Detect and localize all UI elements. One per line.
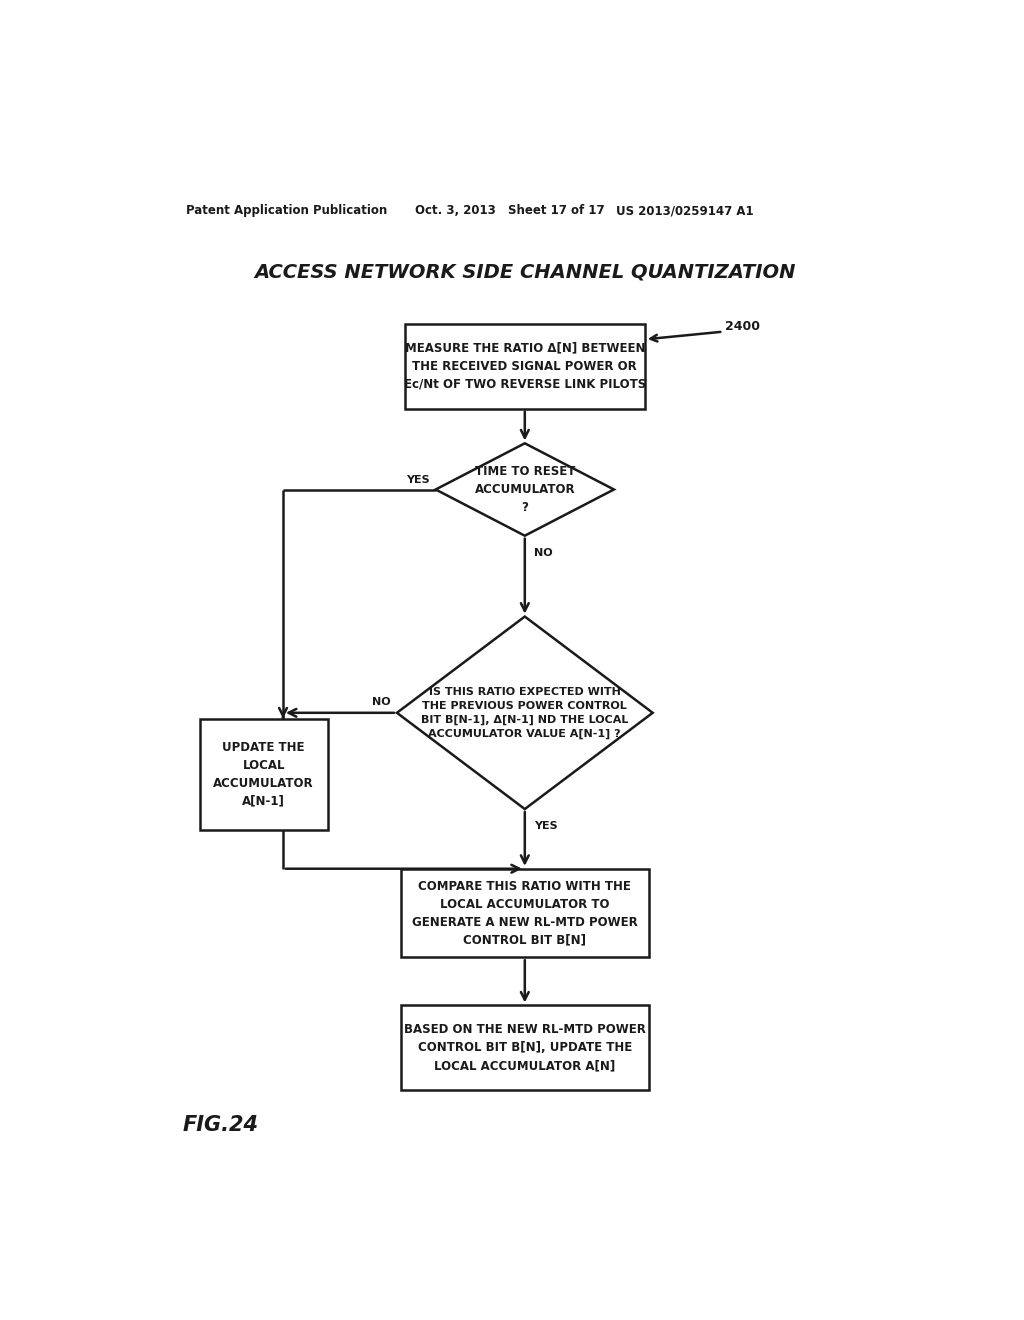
Text: COMPARE THIS RATIO WITH THE
LOCAL ACCUMULATOR TO
GENERATE A NEW RL-MTD POWER
CON: COMPARE THIS RATIO WITH THE LOCAL ACCUMU… [412, 879, 638, 946]
Bar [200, 718, 328, 830]
Text: Sheet 17 of 17: Sheet 17 of 17 [508, 205, 604, 218]
Bar [404, 323, 645, 409]
Text: IS THIS RATIO EXPECTED WITH
THE PREVIOUS POWER CONTROL
BIT B[N-1], Δ[N-1] ND THE: IS THIS RATIO EXPECTED WITH THE PREVIOUS… [421, 686, 629, 739]
Text: NO: NO [535, 548, 553, 557]
Text: YES: YES [535, 821, 558, 832]
Text: ACCESS NETWORK SIDE CHANNEL QUANTIZATION: ACCESS NETWORK SIDE CHANNEL QUANTIZATION [254, 263, 796, 282]
Text: NO: NO [372, 697, 391, 708]
Bar [400, 1006, 649, 1090]
Text: US 2013/0259147 A1: US 2013/0259147 A1 [616, 205, 754, 218]
Polygon shape [435, 444, 614, 536]
Text: FIG.24: FIG.24 [183, 1115, 259, 1135]
Text: Oct. 3, 2013: Oct. 3, 2013 [415, 205, 496, 218]
Text: YES: YES [406, 475, 429, 486]
Text: UPDATE THE
LOCAL
ACCUMULATOR
A[N-1]: UPDATE THE LOCAL ACCUMULATOR A[N-1] [213, 741, 314, 808]
Text: TIME TO RESET
ACCUMULATOR
?: TIME TO RESET ACCUMULATOR ? [474, 465, 575, 513]
Text: BASED ON THE NEW RL-MTD POWER
CONTROL BIT B[N], UPDATE THE
LOCAL ACCUMULATOR A[N: BASED ON THE NEW RL-MTD POWER CONTROL BI… [403, 1023, 646, 1072]
Polygon shape [397, 616, 652, 809]
Text: MEASURE THE RATIO Δ[N] BETWEEN
THE RECEIVED SIGNAL POWER OR
Ec/Nt OF TWO REVERSE: MEASURE THE RATIO Δ[N] BETWEEN THE RECEI… [403, 342, 646, 391]
Text: 2400: 2400 [725, 319, 760, 333]
Text: Patent Application Publication: Patent Application Publication [186, 205, 387, 218]
Bar [400, 869, 649, 957]
